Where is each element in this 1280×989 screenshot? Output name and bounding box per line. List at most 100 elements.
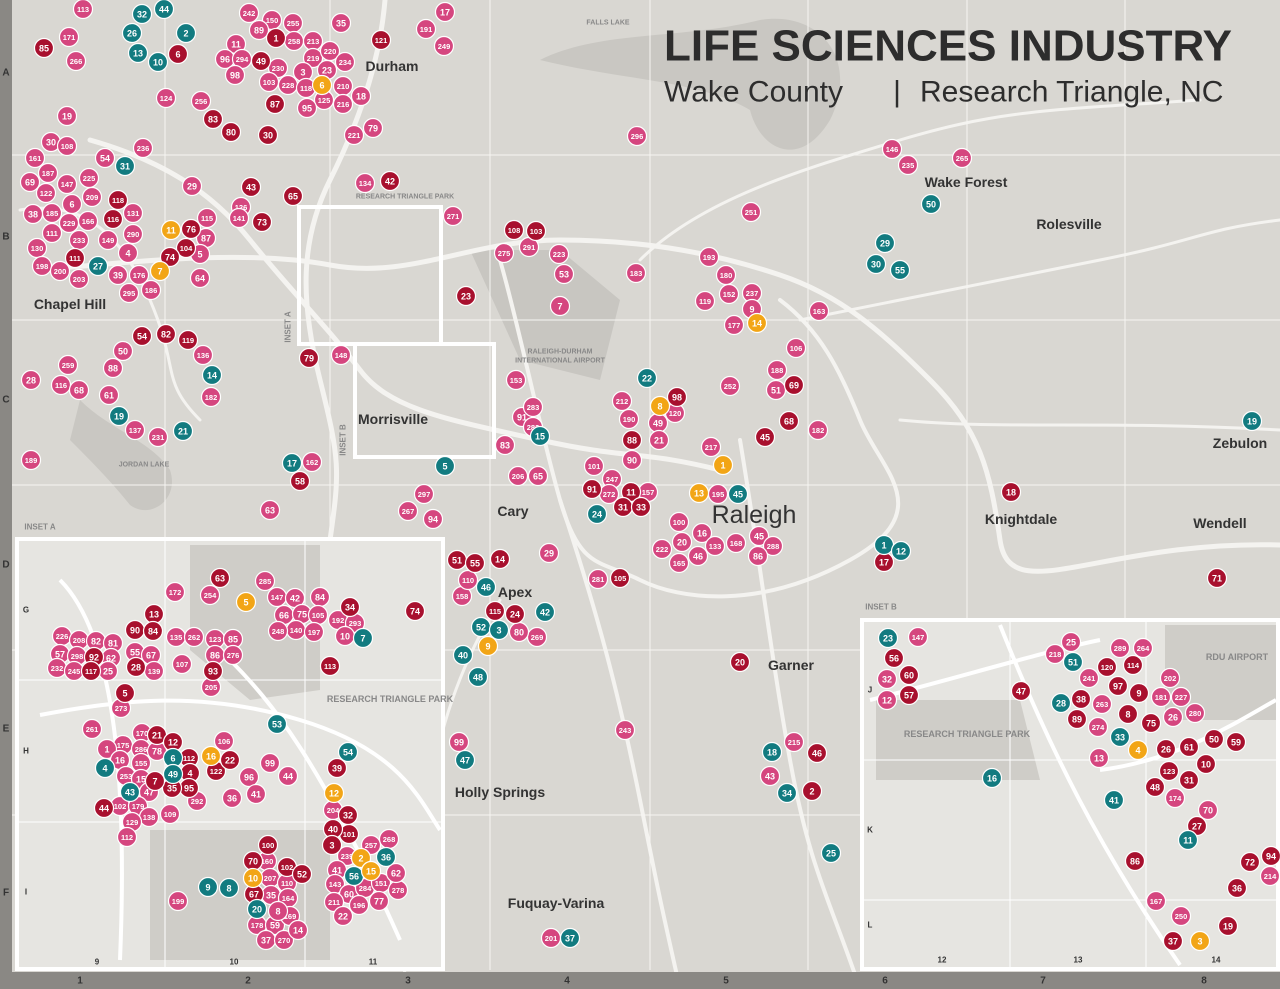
column-label: 1 [77, 976, 83, 987]
marker-label: 89 [254, 26, 264, 36]
marker-dot [1195, 753, 1217, 775]
marker: 252 [719, 375, 741, 397]
marker-dot [183, 626, 205, 648]
marker-label: 286 [135, 745, 148, 754]
marker-dot [898, 664, 920, 686]
marker-dot [806, 742, 828, 764]
marker-label: 27 [1192, 822, 1202, 832]
marker: 95 [296, 97, 318, 119]
marker-label: 262 [188, 633, 201, 642]
marker-label: 126 [235, 203, 248, 212]
marker-label: 67 [146, 651, 156, 661]
marker: 44 [277, 765, 299, 787]
marker-dot [951, 147, 973, 169]
marker-dot [920, 193, 942, 215]
marker: 10 [1195, 753, 1217, 775]
marker-dot [287, 919, 309, 941]
marker-label: 17 [287, 459, 297, 469]
marker: 37 [559, 927, 581, 949]
marker-label: 18 [1006, 488, 1016, 498]
marker-label: 1 [720, 461, 725, 471]
marker-dot [56, 105, 78, 127]
marker-label: 2 [809, 787, 814, 797]
column-label: 9 [95, 958, 100, 967]
marker: 21 [172, 420, 194, 442]
marker-label: 20 [252, 905, 262, 915]
marker-dot [1189, 930, 1211, 952]
marker-label: 210 [337, 82, 350, 91]
marker-label: 215 [788, 738, 801, 747]
marker-label: 278 [392, 886, 405, 895]
marker: 200 [49, 260, 71, 282]
marker: 20 [246, 898, 268, 920]
marker-label: 213 [307, 37, 320, 46]
marker-label: 180 [720, 271, 733, 280]
marker-label: 191 [420, 25, 433, 34]
marker: 228 [277, 74, 299, 96]
marker-dot [761, 741, 783, 763]
marker: 131 [122, 202, 144, 224]
marker: 18 [761, 741, 783, 763]
marker-dot [370, 29, 392, 51]
marker-label: 41 [251, 790, 261, 800]
marker-dot [1140, 712, 1162, 734]
marker-label: 22 [225, 756, 235, 766]
marker: 21 [648, 429, 670, 451]
marker-dot [201, 364, 223, 386]
marker: 120 [1096, 656, 1118, 678]
marker-dot [330, 344, 352, 366]
marker: 25 [1060, 631, 1082, 653]
marker-label: 167 [1150, 897, 1163, 906]
marker: 26 [1155, 738, 1177, 760]
marker-label: 241 [1083, 674, 1096, 683]
marker: 22 [636, 367, 658, 389]
marker: 195 [707, 483, 729, 505]
marker-label: 19 [1247, 417, 1257, 427]
marker-label: 226 [56, 632, 69, 641]
marker-dot [581, 478, 603, 500]
marker-label: 115 [201, 214, 213, 223]
marker-dot [759, 765, 781, 787]
marker: 91 [581, 478, 603, 500]
marker: 271 [442, 205, 464, 227]
marker-label: 45 [733, 490, 743, 500]
marker: 229 [58, 212, 80, 234]
marker-dot [897, 154, 919, 176]
marker-label: 63 [265, 506, 275, 516]
marker-label: 228 [282, 81, 295, 90]
marker-label: 40 [328, 825, 338, 835]
marker-label: 47 [460, 756, 470, 766]
marker-label: 3 [329, 841, 334, 851]
marker: 162 [301, 451, 323, 473]
marker: 113 [72, 0, 94, 20]
row-label: D [2, 560, 9, 571]
marker-dot [289, 470, 311, 492]
marker: 107 [171, 653, 193, 675]
marker-label: 5 [197, 250, 202, 260]
marker-label: 177 [728, 321, 741, 330]
marker: 69 [783, 374, 805, 396]
marker-label: 45 [760, 433, 770, 443]
marker-dot [265, 27, 287, 49]
marker-dot [80, 660, 102, 682]
marker-dot [49, 260, 71, 282]
marker-label: 11 [166, 226, 176, 236]
marker: 74 [159, 246, 181, 268]
marker-dot [422, 508, 444, 530]
marker-label: 109 [164, 810, 177, 819]
marker-dot [238, 766, 260, 788]
marker: 22 [219, 749, 241, 771]
marker-dot [719, 375, 741, 397]
marker-dot [24, 147, 46, 169]
marker: 47 [1010, 680, 1032, 702]
marker-dot [1162, 930, 1184, 952]
marker: 97 [1107, 675, 1129, 697]
marker-label: 189 [25, 456, 38, 465]
marker: 17 [281, 452, 303, 474]
marker: 280 [1184, 702, 1206, 724]
marker-dot [147, 426, 169, 448]
marker-label: 239 [341, 852, 354, 861]
marker: 296 [626, 125, 648, 147]
marker-dot [413, 483, 435, 505]
